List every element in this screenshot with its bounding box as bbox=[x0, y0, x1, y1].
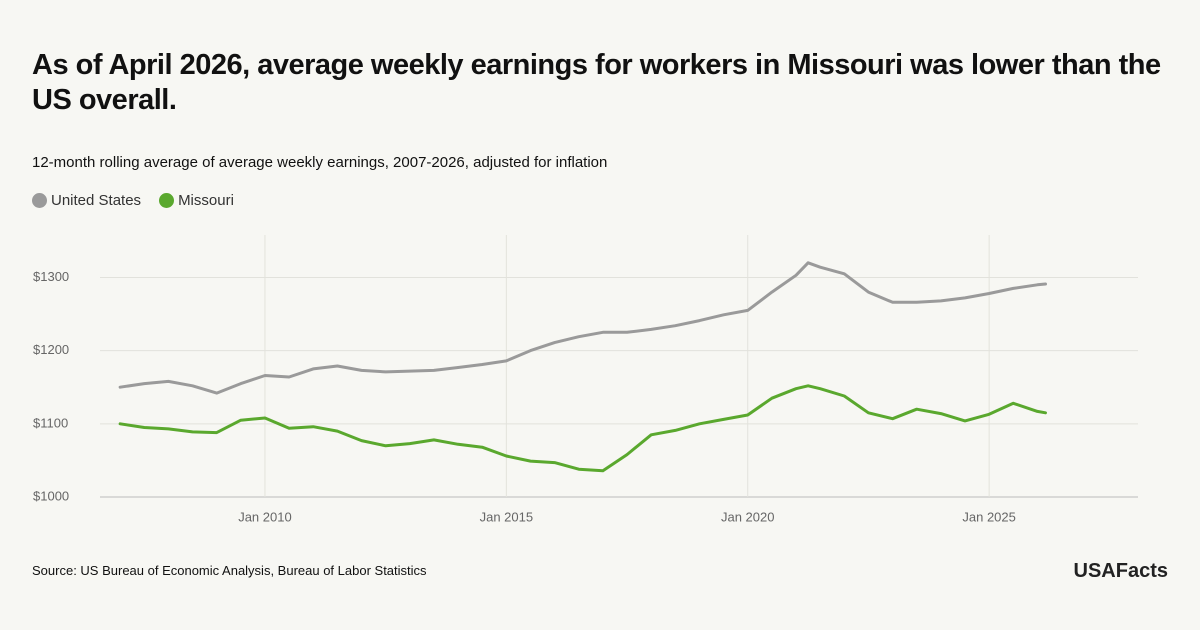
legend-label: United States bbox=[51, 192, 142, 209]
y-tick-label: $1100 bbox=[33, 415, 68, 430]
legend-swatch bbox=[32, 193, 47, 208]
legend-item: United States bbox=[32, 192, 141, 209]
legend-item: Missouri bbox=[159, 192, 234, 209]
y-tick-label: $1000 bbox=[33, 488, 69, 503]
x-tick-label: Jan 2025 bbox=[962, 509, 1016, 524]
chart-subtitle: 12-month rolling average of average week… bbox=[32, 154, 608, 171]
legend: United States Missouri bbox=[32, 192, 234, 209]
x-tick-label: Jan 2015 bbox=[480, 509, 534, 524]
line-series bbox=[118, 384, 1047, 473]
x-tick-label: Jan 2010 bbox=[238, 509, 292, 524]
line-series bbox=[118, 261, 1047, 395]
legend-label: Missouri bbox=[178, 192, 234, 209]
y-tick-label: $1200 bbox=[33, 342, 69, 357]
chart-title: As of April 2026, average weekly earning… bbox=[32, 49, 1161, 116]
x-tick-label: Jan 2020 bbox=[721, 509, 775, 524]
brand-logo: USAFacts bbox=[1073, 560, 1168, 582]
legend-swatch bbox=[159, 193, 175, 208]
y-tick-label: $1300 bbox=[33, 269, 69, 284]
source: Source: US Bureau of Economic Analysis, … bbox=[32, 563, 427, 578]
